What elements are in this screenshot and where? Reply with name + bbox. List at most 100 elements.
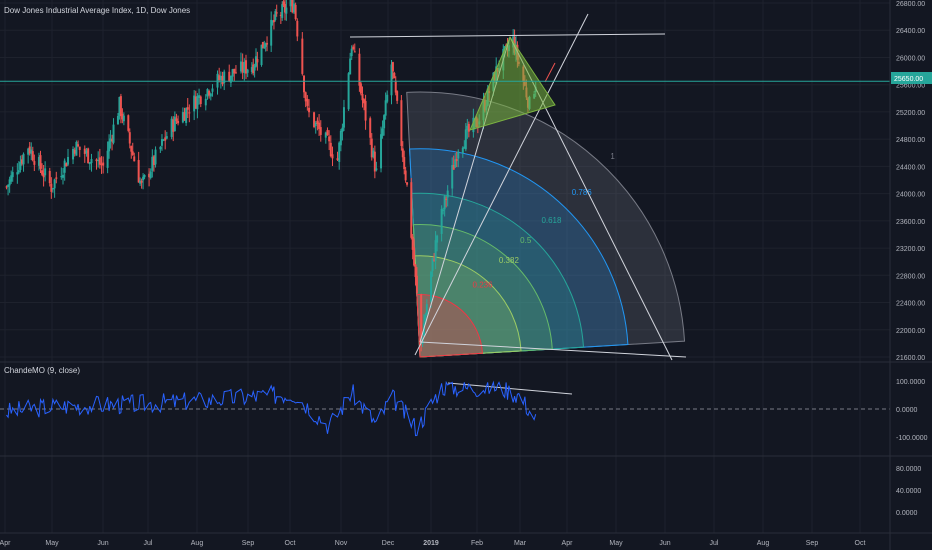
candle-body: [48, 170, 51, 184]
candle-body: [177, 120, 180, 124]
fib-fan[interactable]: 1 0.786 0.618 0.5 0.382 0.236: [406, 91, 686, 358]
cmo-tick-label: 0.0000: [896, 407, 918, 414]
fan-baseline[interactable]: [419, 341, 687, 358]
candle-body: [271, 21, 274, 23]
candle-body: [400, 100, 403, 146]
candle-body: [326, 129, 329, 136]
bottom-pane-tick-label: 0.0000: [896, 510, 918, 517]
candle-body: [424, 315, 427, 324]
candle-body: [95, 159, 98, 162]
candle-body: [406, 182, 409, 185]
candle-body: [380, 134, 383, 169]
candle-body: [253, 66, 256, 71]
candle-body: [336, 158, 339, 161]
candle-body: [50, 183, 53, 192]
price-tick-label: 26800.00: [896, 1, 925, 8]
candle-body: [173, 116, 176, 132]
candle-body: [183, 112, 186, 121]
candle-body: [152, 156, 155, 165]
bottom-pane-axis[interactable]: 80.0000 40.0000 0.0000: [896, 466, 921, 517]
red-ray[interactable]: [544, 62, 556, 83]
triangle-pattern[interactable]: [469, 35, 556, 131]
fib-arc-level[interactable]: [412, 224, 553, 358]
candle-body: [252, 64, 255, 74]
candle-body: [186, 107, 189, 110]
price-tick-label: 24400.00: [896, 164, 925, 171]
candle-body: [281, 4, 284, 18]
cmo-tick-label: -100.0000: [896, 435, 928, 442]
time-tick-label: Feb: [471, 540, 483, 547]
price-tick-label: 22400.00: [896, 301, 925, 308]
resistance-line[interactable]: [349, 33, 666, 38]
candle-body: [457, 151, 460, 159]
candle-body: [250, 67, 253, 72]
cmo-axis[interactable]: 100.0000 0.0000 -100.0000: [896, 379, 928, 442]
candle-body: [375, 168, 378, 171]
candle-body: [122, 115, 125, 122]
indicator-label: ChandeMO (9, close): [4, 366, 80, 375]
candle-body: [27, 148, 30, 155]
time-tick-label: Nov: [335, 540, 348, 547]
drawings[interactable]: [349, 13, 687, 395]
fib-arc-level[interactable]: [409, 148, 629, 358]
candle-body: [143, 175, 146, 178]
candle-body: [304, 92, 307, 102]
candle-body: [185, 108, 188, 123]
candle-body: [194, 96, 197, 109]
candle-body: [7, 184, 10, 187]
fib-arc-level[interactable]: [406, 91, 686, 358]
candle-body: [373, 151, 376, 172]
candle-body: [244, 60, 247, 74]
candle-body: [308, 107, 311, 113]
candle-body: [119, 96, 122, 117]
candle-body: [170, 118, 173, 137]
candle-body: [231, 69, 234, 77]
trend-line-rising[interactable]: [414, 13, 589, 356]
candle-body: [372, 150, 375, 157]
candle-body: [283, 4, 286, 13]
candle-body: [30, 149, 33, 154]
time-tick-label: Sep: [242, 540, 255, 547]
candle-body: [455, 158, 458, 162]
candle-body: [301, 38, 304, 74]
candle-body: [386, 94, 389, 102]
candle-body: [102, 162, 105, 166]
candle-body: [291, 0, 294, 13]
price-tick-label: 23600.00: [896, 219, 925, 226]
fib-level-label: 0.618: [541, 216, 562, 225]
candle-body: [78, 146, 81, 150]
price-axis[interactable]: 26800.00 26400.00 26000.00 25600.00 25200.00…: [896, 1, 925, 362]
fib-level-label: 0.5: [520, 236, 532, 245]
candle-body: [318, 122, 321, 130]
price-tick-label: 22800.00: [896, 273, 925, 280]
fib-arc-level[interactable]: [411, 192, 585, 358]
time-axis[interactable]: Apr May Jun Jul Aug Sep Oct Nov Dec 2019 Feb Mar Apr…: [0, 540, 865, 547]
candle-body: [137, 160, 140, 183]
candle-body: [39, 155, 42, 169]
candle-body: [384, 100, 387, 116]
candle-body: [63, 160, 66, 173]
candle-body: [199, 96, 202, 105]
candle-body: [67, 156, 70, 165]
candle-body: [461, 147, 464, 153]
fib-arc-level[interactable]: [414, 255, 522, 358]
time-tick-label: Aug: [757, 540, 770, 547]
time-tick-label: Dec: [382, 540, 395, 547]
candle-body: [188, 112, 191, 114]
candle-body: [172, 119, 175, 132]
candle-body: [8, 179, 11, 186]
candle-body: [100, 163, 103, 166]
candle-body: [218, 75, 221, 80]
candle-body: [44, 168, 47, 176]
candle-body: [411, 236, 414, 250]
candle-body: [274, 11, 277, 20]
candle-body: [403, 157, 406, 170]
candle-body: [436, 235, 439, 243]
candle-body: [72, 148, 75, 160]
time-tick-label: May: [609, 540, 623, 547]
candle-body: [349, 58, 352, 75]
time-tick-label: Mar: [514, 540, 527, 547]
candle-body: [401, 148, 404, 158]
candle-body: [165, 136, 168, 139]
candle-body: [446, 190, 449, 198]
